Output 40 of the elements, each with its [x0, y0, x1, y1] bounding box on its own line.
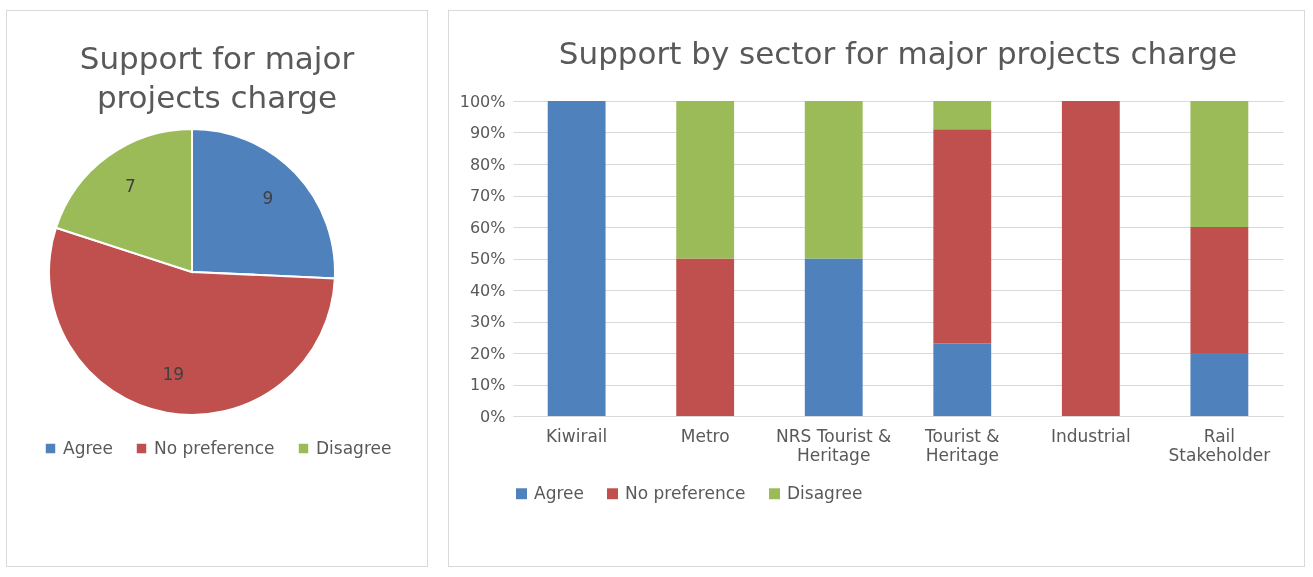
- y-tick-label: 0%: [480, 406, 506, 426]
- chart-title: Support by sector for major projects charge: [558, 35, 1238, 71]
- y-tick-label: 50%: [469, 249, 506, 268]
- bar: [676, 258, 735, 416]
- bar: [547, 101, 606, 416]
- y-tick-label: 10%: [469, 375, 506, 394]
- chart-title: Support for major projects charge: [78, 39, 356, 117]
- legend-label: Agree: [63, 437, 113, 458]
- y-tick-label: 80%: [469, 154, 506, 174]
- data-label: 9: [262, 187, 274, 208]
- y-tick-label: 40%: [469, 280, 506, 300]
- bar: [1061, 101, 1120, 416]
- y-tick-label: 100%: [459, 91, 506, 111]
- x-tick-label: NRS Tourist & Heritage: [776, 425, 892, 465]
- x-tick-label: Rail Stakeholder: [1168, 425, 1271, 465]
- y-tick-label: 60%: [469, 217, 506, 237]
- y-tick-label: 70%: [469, 186, 506, 205]
- bar: [804, 258, 863, 416]
- bar: [676, 101, 735, 259]
- legend-label: No preference: [154, 437, 275, 458]
- y-tick-label: 90%: [469, 123, 506, 142]
- y-tick-label: 20%: [469, 343, 506, 363]
- x-tick-label: Tourist & Heritage: [923, 425, 1000, 465]
- bar: [1190, 101, 1249, 227]
- bar: [804, 101, 863, 259]
- x-tick-label: Industrial: [1050, 425, 1131, 446]
- data-label: 19: [162, 363, 185, 384]
- x-tick-label: Kiwirail: [545, 425, 608, 446]
- bar: [933, 129, 992, 344]
- legend-label: Disagree: [787, 482, 863, 503]
- y-tick-label: 30%: [469, 312, 506, 331]
- data-label: 7: [124, 175, 136, 196]
- bar: [1190, 353, 1249, 416]
- legend-label: Agree: [534, 482, 584, 503]
- bar: [933, 101, 992, 130]
- legend-label: Disagree: [316, 437, 392, 458]
- legend-label: No preference: [625, 482, 746, 503]
- x-tick-label: Metro: [680, 425, 730, 446]
- bar: [1190, 227, 1249, 353]
- bar: [933, 343, 992, 416]
